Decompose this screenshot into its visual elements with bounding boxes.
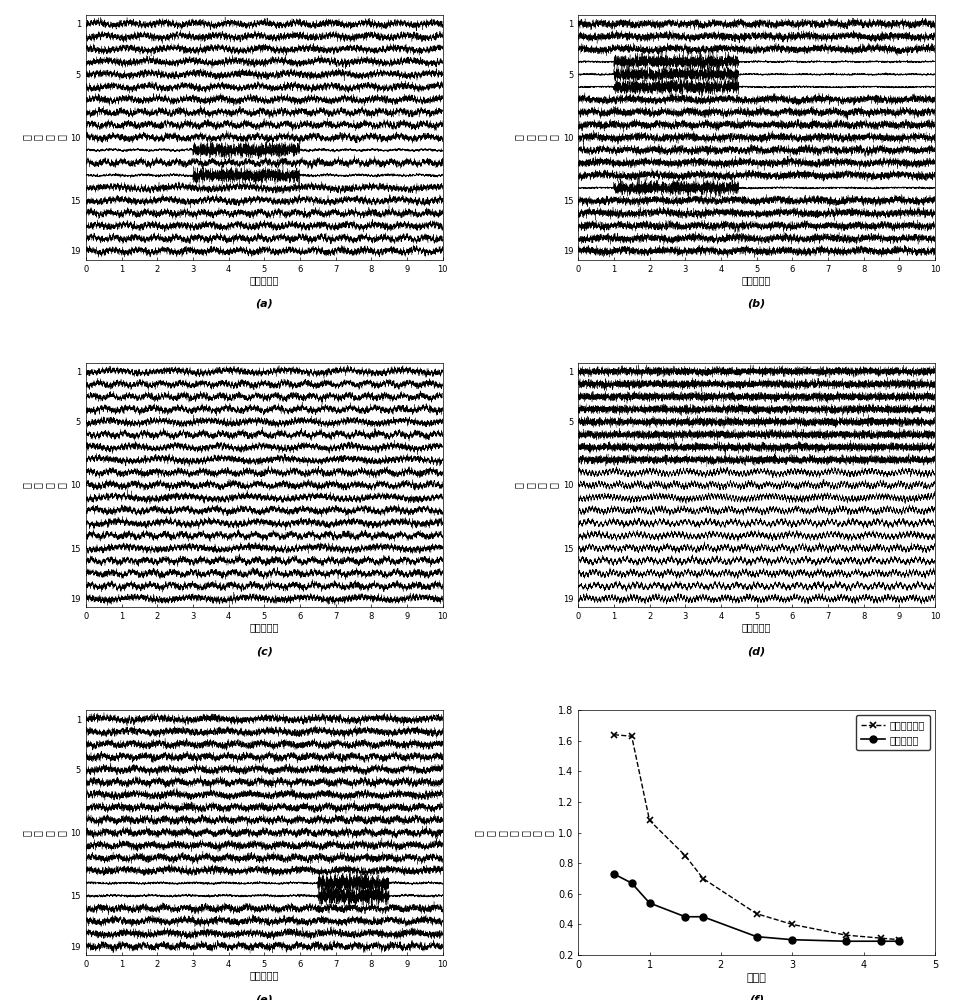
X-axis label: 时间（秒）: 时间（秒） [741,275,770,285]
本发明方法 [625,877,637,889]
典型相关分析 [607,729,618,741]
Text: (d): (d) [746,647,765,657]
本发明方法 [750,931,761,943]
本发明方法 [643,897,655,909]
X-axis label: 时间（秒）: 时间（秒） [250,623,278,633]
Text: (e): (e) [255,994,273,1000]
Y-axis label: 通
道
序
号: 通 道 序 号 [22,830,67,836]
本发明方法 [785,934,797,946]
X-axis label: 时间（秒）: 时间（秒） [250,275,278,285]
X-axis label: 时间（秒）: 时间（秒） [250,970,278,980]
典型相关分析 [625,730,637,742]
典型相关分析 [840,929,851,941]
典型相关分析 [679,850,690,862]
Legend: 典型相关分析, 本发明方法: 典型相关分析, 本发明方法 [855,715,929,750]
Y-axis label: 通
道
序
号: 通 道 序 号 [514,134,558,140]
Line: 本发明方法: 本发明方法 [610,870,902,945]
本发明方法 [697,911,708,923]
本发明方法 [679,911,690,923]
X-axis label: 信噪比: 信噪比 [746,973,765,983]
本发明方法 [893,935,904,947]
Y-axis label: 通
道
序
号: 通 道 序 号 [22,134,67,140]
Y-axis label: 通
道
序
号: 通 道 序 号 [22,482,67,488]
本发明方法 [607,868,618,880]
典型相关分析 [893,934,904,946]
Y-axis label: 相
对
均
方
根
误
差: 相 对 均 方 根 误 差 [474,830,553,836]
典型相关分析 [697,873,708,885]
Line: 典型相关分析: 典型相关分析 [610,731,902,943]
典型相关分析 [643,814,655,826]
X-axis label: 时间（秒）: 时间（秒） [741,623,770,633]
本发明方法 [875,935,886,947]
Text: (c): (c) [255,647,273,657]
Text: (a): (a) [255,299,273,309]
本发明方法 [840,935,851,947]
典型相关分析 [750,908,761,920]
典型相关分析 [875,932,886,944]
典型相关分析 [785,918,797,930]
Text: (f): (f) [748,994,763,1000]
Y-axis label: 典
型
变
量: 典 型 变 量 [514,482,558,488]
Text: (b): (b) [746,299,765,309]
